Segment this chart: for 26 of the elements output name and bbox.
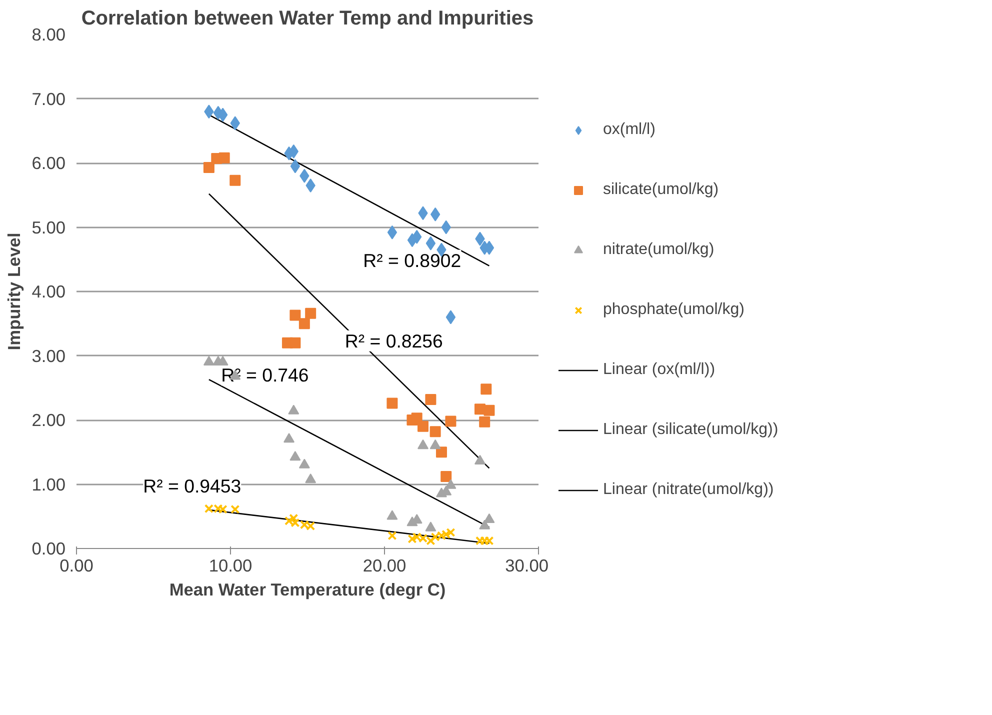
legend-label: silicate(umol/kg) xyxy=(603,181,719,199)
y-tick-label: 7.00 xyxy=(32,88,66,109)
annotation: R² = 0.8256 xyxy=(344,330,443,352)
y-tick-label: 6.00 xyxy=(32,153,66,173)
legend-label: Linear (silicate(umol/kg)) xyxy=(603,421,778,439)
x-tick-label: 0.00 xyxy=(60,556,94,576)
annotation: R² = 0.9453 xyxy=(143,475,242,496)
x-tick-label: 10.00 xyxy=(208,556,252,576)
legend-label: Linear (nitrate(umol/kg)) xyxy=(603,481,774,499)
y-tick-label: 3.00 xyxy=(32,346,66,366)
legend-label: Linear (ox(ml/l)) xyxy=(603,361,716,379)
y-axis-title: Impurity Level xyxy=(4,232,24,350)
y-tick-label: 8.00 xyxy=(32,24,66,44)
annotation: R² = 0.8902 xyxy=(363,250,462,271)
x-tick-label: 20.00 xyxy=(362,556,406,576)
x-axis-title: Mean Water Temperature (degr C) xyxy=(169,580,446,600)
y-tick-label: 2.00 xyxy=(32,410,66,430)
chart-title: Correlation between Water Temp and Impurities xyxy=(81,8,534,30)
y-tick-label: 1.00 xyxy=(32,474,66,494)
x-tick-label: 30.00 xyxy=(505,556,549,576)
legend-label: phosphate(umol/kg) xyxy=(603,301,744,319)
y-tick-label: 4.00 xyxy=(32,282,66,302)
legend-label: ox(ml/l) xyxy=(603,121,656,139)
y-tick-label: 0.00 xyxy=(32,538,66,558)
legend-label: nitrate(umol/kg) xyxy=(603,241,714,259)
y-tick-label: 5.00 xyxy=(32,217,66,238)
